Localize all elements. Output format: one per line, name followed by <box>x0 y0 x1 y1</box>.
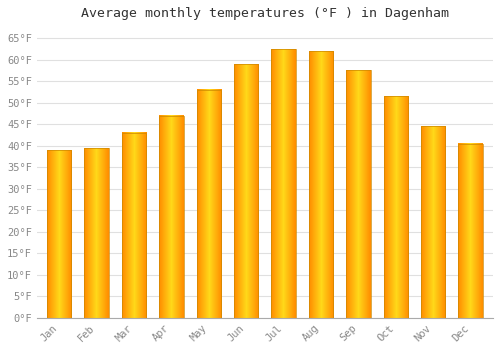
Bar <box>421 126 446 318</box>
Bar <box>458 144 483 318</box>
Bar <box>346 70 370 318</box>
Bar <box>196 90 221 318</box>
Bar <box>309 51 333 318</box>
Bar <box>384 96 408 318</box>
Bar <box>84 148 109 318</box>
Title: Average monthly temperatures (°F ) in Dagenham: Average monthly temperatures (°F ) in Da… <box>81 7 449 20</box>
Bar <box>47 150 72 318</box>
Bar <box>272 49 296 318</box>
Bar <box>234 64 258 318</box>
Bar <box>160 116 184 318</box>
Bar <box>122 133 146 318</box>
